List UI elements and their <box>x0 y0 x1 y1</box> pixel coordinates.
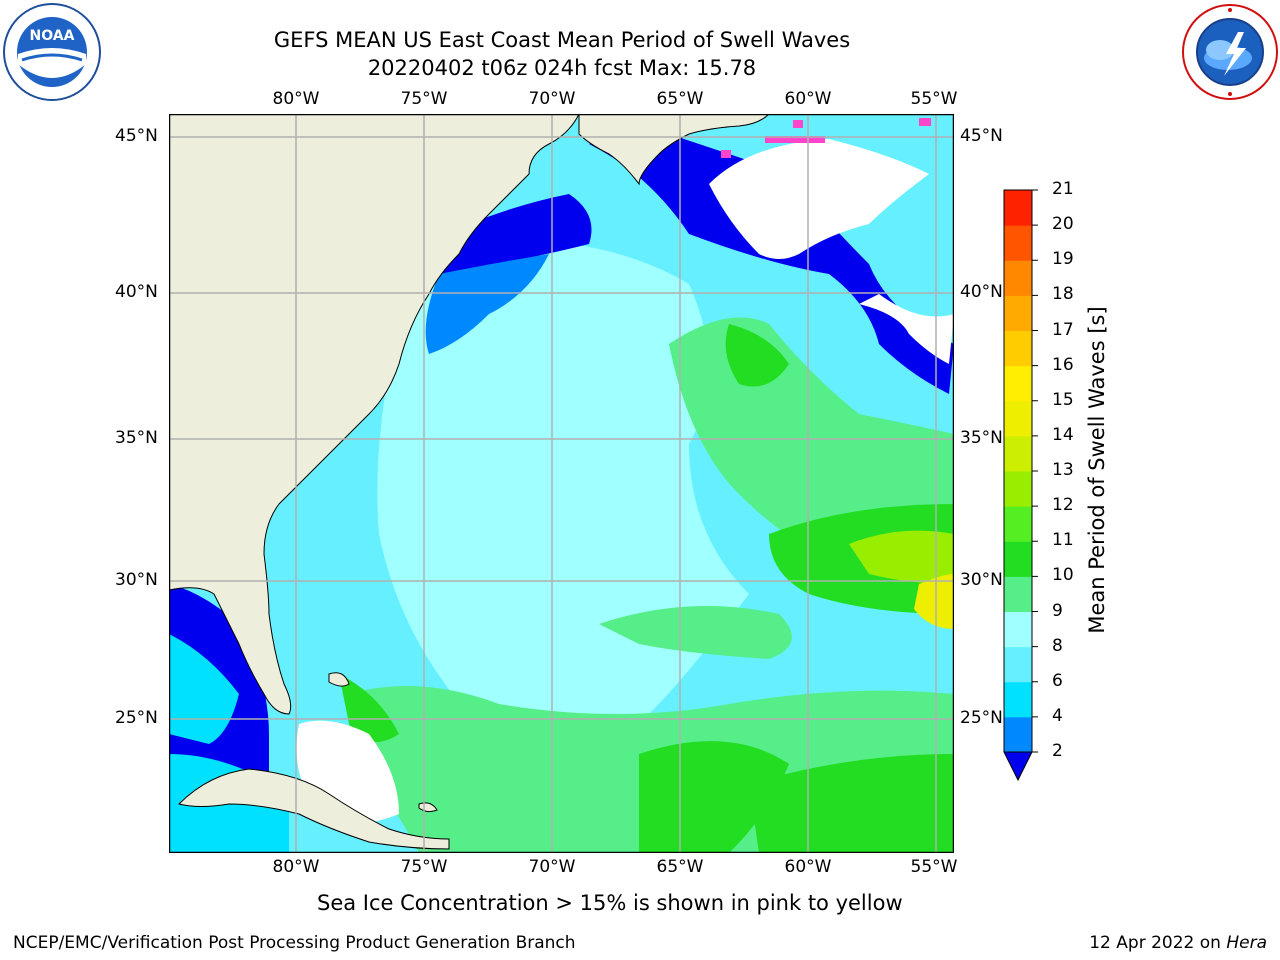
land-north-america <box>168 113 580 715</box>
ocean-region-light <box>377 239 749 724</box>
colorbar-segment <box>1004 506 1032 542</box>
lon-tick-bottom: 55°W <box>910 857 958 877</box>
nws-logo <box>1180 2 1280 102</box>
lon-tick-bottom: 75°W <box>400 857 448 877</box>
lon-tick-top: 65°W <box>656 89 704 109</box>
lon-tick-top: 55°W <box>910 89 958 109</box>
lat-tick-left: 40°N <box>115 282 158 302</box>
land-cuba <box>178 768 450 850</box>
footer-date: 12 Apr 2022 on Hera <box>1089 933 1267 953</box>
colorbar-segment <box>1004 435 1032 472</box>
colorbar-tick-label: 14 <box>1052 424 1074 445</box>
map-panel <box>168 113 955 854</box>
colorbar-tick-label: 6 <box>1052 670 1063 691</box>
colorbar-segment <box>1004 190 1032 226</box>
colorbar-extend-triangle <box>1003 751 1033 782</box>
colorbar-segment <box>1004 330 1032 367</box>
lon-tick-bottom: 65°W <box>656 857 704 877</box>
colorbar-tick-label: 4 <box>1052 705 1063 726</box>
lon-tick-bottom: 80°W <box>272 857 320 877</box>
lon-tick-top: 80°W <box>272 89 320 109</box>
colorbar-segment <box>1004 295 1032 331</box>
lon-tick-top: 75°W <box>400 89 448 109</box>
colorbar-segment <box>1004 681 1032 718</box>
colorbar-segment <box>1004 541 1032 577</box>
colorbar-tick-label: 11 <box>1052 530 1074 551</box>
colorbar-segment <box>1004 646 1032 683</box>
colorbar-segment <box>1004 611 1032 648</box>
colorbar <box>1000 186 1040 786</box>
noaa-logo: NOAA <box>2 2 102 102</box>
footer-credit: NCEP/EMC/Verification Post Processing Pr… <box>13 933 576 953</box>
lat-tick-left: 25°N <box>115 708 158 728</box>
colorbar-tick-label: 13 <box>1052 460 1074 480</box>
lon-tick-top: 70°W <box>528 89 576 109</box>
lat-tick-right: 35°N <box>960 428 1003 448</box>
chart-subtitle: 20220402 t06z 024h fcst Max: 15.78 <box>367 56 757 80</box>
lat-tick-right: 30°N <box>960 570 1003 590</box>
colorbar-segment <box>1004 471 1032 507</box>
colorbar-tick-label: 16 <box>1052 354 1074 375</box>
lat-tick-left: 45°N <box>115 126 158 146</box>
colorbar-segment <box>1004 225 1032 261</box>
lon-tick-bottom: 60°W <box>784 857 832 877</box>
colorbar-tick-label: 21 <box>1052 179 1074 199</box>
no-data-region <box>709 139 929 259</box>
lat-tick-right: 25°N <box>960 708 1003 728</box>
sea-ice-patch <box>765 136 825 143</box>
lon-tick-top: 60°W <box>784 89 832 109</box>
ocean-region-yellow-green <box>849 530 954 584</box>
land-canada <box>578 113 771 186</box>
colorbar-tick-label: 19 <box>1052 249 1074 270</box>
colorbar-tick-label: 2 <box>1052 741 1063 761</box>
colorbar-tick-label: 18 <box>1052 284 1074 305</box>
colorbar-segment <box>1004 400 1032 437</box>
colorbar-tick-label: 12 <box>1052 495 1074 516</box>
colorbar-tick-label: 9 <box>1052 600 1063 621</box>
lat-tick-left: 35°N <box>115 428 158 448</box>
footer-host: Hera <box>1226 933 1267 953</box>
footer-date-text: 12 Apr 2022 on <box>1089 933 1227 953</box>
lat-tick-left: 30°N <box>115 570 158 590</box>
chart-title: GEFS MEAN US East Coast Mean Period of S… <box>273 28 851 52</box>
ocean-region-yellow <box>914 574 954 629</box>
colorbar-title: Mean Period of Swell Waves [s] <box>1085 306 1109 634</box>
swell-period-map <box>168 113 955 854</box>
map-gridlines <box>169 114 954 853</box>
colorbar-tick-label: 10 <box>1052 565 1074 586</box>
colorbar-segment <box>1004 576 1032 612</box>
colorbar-segment <box>1004 716 1032 753</box>
land-bahamas <box>328 672 350 687</box>
lat-tick-right: 45°N <box>960 126 1003 146</box>
sea-ice-note: Sea Ice Concentration > 15% is shown in … <box>317 891 903 915</box>
lat-tick-right: 40°N <box>960 282 1003 302</box>
map-border <box>168 113 955 854</box>
colorbar-segment <box>1004 365 1032 402</box>
colorbar-tick-label: 17 <box>1052 319 1074 340</box>
lon-tick-bottom: 70°W <box>528 857 576 877</box>
colorbar-segment <box>1004 260 1032 296</box>
colorbar-tick-label: 8 <box>1052 635 1063 656</box>
noaa-logo-text: NOAA <box>30 28 75 44</box>
colorbar-tick-label: 15 <box>1052 389 1074 410</box>
colorbar-tick-label: 20 <box>1052 214 1074 235</box>
